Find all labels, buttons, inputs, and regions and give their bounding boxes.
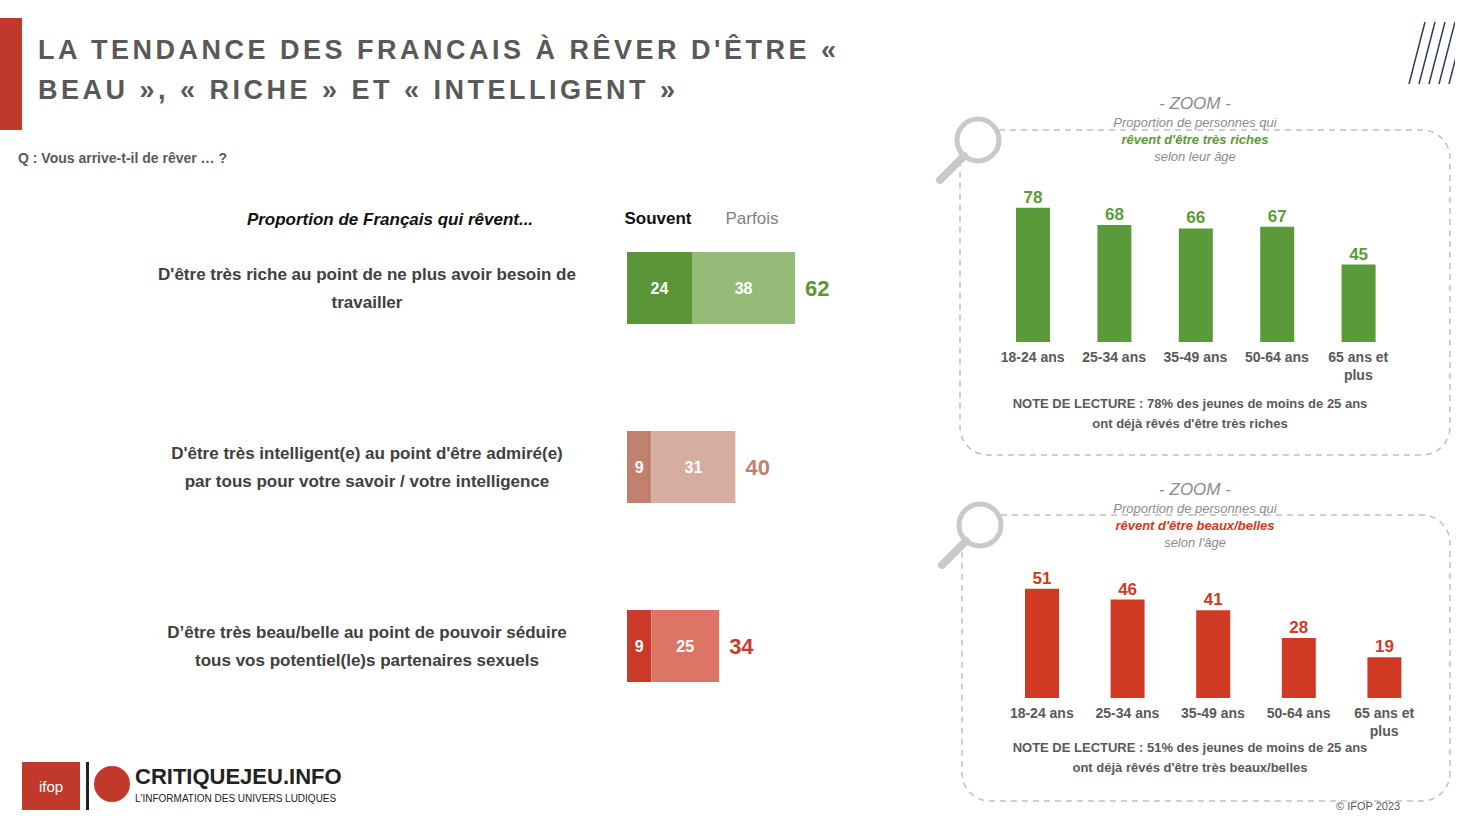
- svg-text:46: 46: [1118, 580, 1137, 599]
- svg-text:9: 9: [635, 638, 644, 655]
- svg-text:25: 25: [676, 638, 694, 655]
- html-text:rêvent d'être beaux/belles: rêvent d'être beaux/belles: [1115, 518, 1275, 533]
- svg-text:25-34 ans: 25-34 ans: [1095, 705, 1159, 721]
- html-text:NOTE DE LECTURE : 78% des jeun: NOTE DE LECTURE : 78% des jeunes de moin…: [1012, 396, 1368, 431]
- svg-text:50-64 ans: 50-64 ans: [1245, 349, 1309, 365]
- svg-text:50-64 ans: 50-64 ans: [1267, 705, 1331, 721]
- html-text:Proportion de personnes qui: Proportion de personnes qui: [1113, 115, 1277, 130]
- html-text:LA TENDANCE DES FRANCAIS À RÊV: LA TENDANCE DES FRANCAIS À RÊVER D'ÊTRE …: [38, 35, 840, 105]
- svg-text:68: 68: [1105, 205, 1124, 224]
- html-text:L'INFORMATION DES UNIVERS LUDI: L'INFORMATION DES UNIVERS LUDIQUES: [135, 793, 337, 804]
- html-text:NOTE DE LECTURE : 51% des jeun: NOTE DE LECTURE : 51% des jeunes de moin…: [1012, 740, 1368, 775]
- svg-text:51: 51: [1033, 569, 1052, 588]
- svg-text:28: 28: [1289, 618, 1308, 637]
- svg-text:18-24 ans: 18-24 ans: [1010, 705, 1074, 721]
- html-text:Proportion de Français qui rêv: Proportion de Français qui rêvent...: [246, 210, 534, 229]
- html-text:- ZOOM -: - ZOOM -: [1159, 480, 1231, 499]
- svg-text:66: 66: [1186, 208, 1205, 227]
- html-text:selon l'âge: selon l'âge: [1164, 535, 1226, 550]
- html-text:- ZOOM -: - ZOOM -: [1159, 94, 1231, 113]
- svg-text:65 ans etplus: 65 ans etplus: [1354, 705, 1414, 739]
- html-text:rêvent d'être très riches: rêvent d'être très riches: [1121, 132, 1269, 147]
- svg-text:D'être très riche au point de: D'être très riche au point de ne plus av…: [158, 264, 576, 311]
- svg-text:38: 38: [735, 280, 753, 297]
- svg-text:19: 19: [1375, 637, 1394, 656]
- html-text:Souvent: Souvent: [624, 209, 692, 228]
- svg-text:31: 31: [684, 459, 702, 476]
- svg-text:45: 45: [1349, 245, 1368, 264]
- svg-text:65 ans etplus: 65 ans etplus: [1328, 349, 1388, 383]
- html-text:selon leur âge: selon leur âge: [1154, 149, 1236, 164]
- html-text:© IFOP 2023: © IFOP 2023: [1336, 800, 1401, 812]
- svg-text:78: 78: [1024, 188, 1043, 207]
- svg-text:34: 34: [729, 634, 754, 659]
- html-text:CRITIQUEJEU.INFO: CRITIQUEJEU.INFO: [135, 764, 342, 789]
- svg-text:41: 41: [1204, 590, 1223, 609]
- svg-text:25-34 ans: 25-34 ans: [1082, 349, 1146, 365]
- html-text:Parfois: Parfois: [725, 209, 779, 228]
- svg-text:35-49 ans: 35-49 ans: [1181, 705, 1245, 721]
- svg-text:62: 62: [805, 276, 829, 301]
- html-text:Q : Vous arrive-t-il de rêver: Q : Vous arrive-t-il de rêver … ?: [18, 150, 227, 166]
- svg-text:67: 67: [1268, 207, 1287, 226]
- svg-text:D’être très beau/belle au poin: D’être très beau/belle au point de pouvo…: [167, 622, 567, 669]
- svg-text:9: 9: [635, 459, 644, 476]
- html-text:ifop: ifop: [38, 777, 64, 795]
- svg-text:35-49 ans: 35-49 ans: [1164, 349, 1228, 365]
- svg-text:D'être très intelligent(e) au: D'être très intelligent(e) au point d'êt…: [171, 443, 563, 490]
- svg-text:18-24 ans: 18-24 ans: [1001, 349, 1065, 365]
- svg-text:40: 40: [745, 455, 769, 480]
- svg-text:24: 24: [651, 280, 669, 297]
- html-text:Proportion de personnes qui: Proportion de personnes qui: [1113, 501, 1277, 516]
